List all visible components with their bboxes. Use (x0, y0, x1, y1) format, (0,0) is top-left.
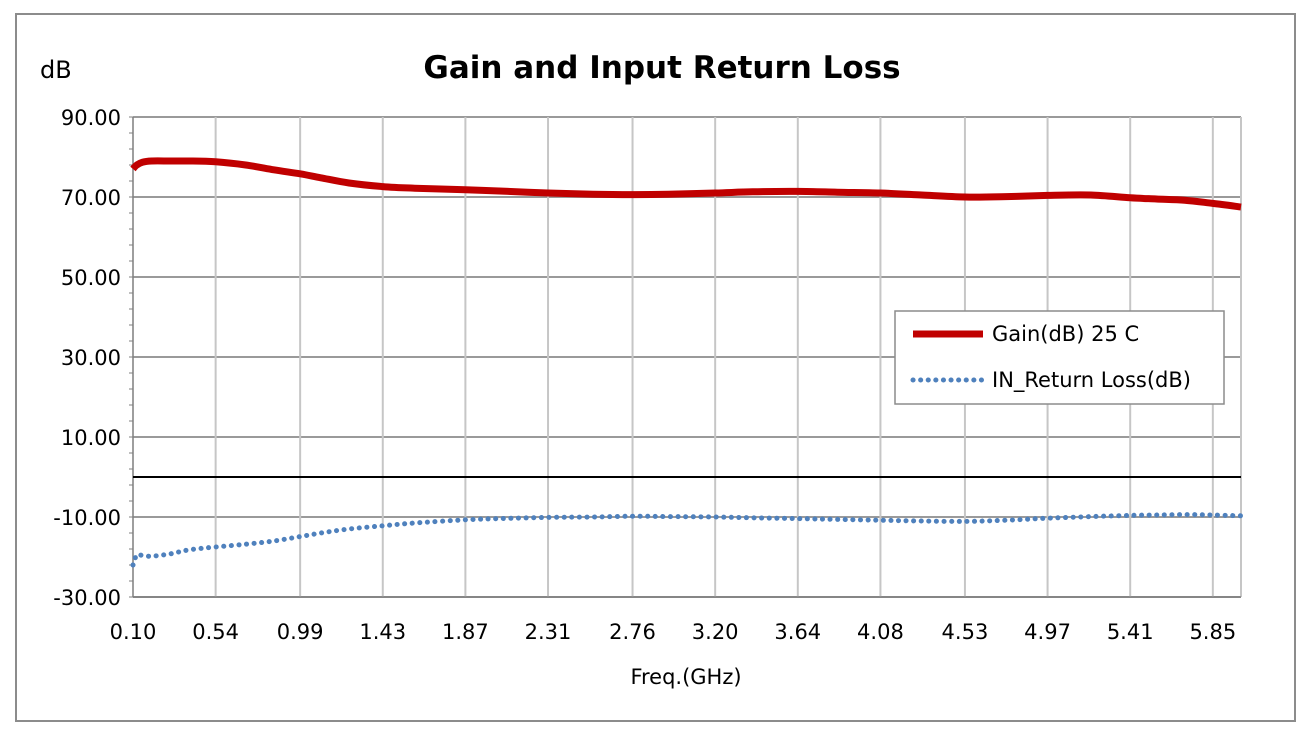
y-tick-label: 50.00 (61, 266, 121, 290)
x-tick-label: 2.76 (609, 620, 656, 644)
axes (129, 116, 1241, 598)
y-tick-label: -30.00 (53, 586, 121, 610)
x-tick-label: 0.99 (277, 620, 324, 644)
gain-series-line (130, 157, 1242, 211)
y-tick-labels: 90.00 70.00 50.00 30.00 10.00 -10.00 -30.00 (53, 106, 121, 610)
x-tick-label: 3.20 (692, 620, 739, 644)
x-tick-labels: 0.10 0.54 0.99 1.43 1.87 2.31 2.76 3.20 3.64 4.08… (110, 620, 1237, 644)
chart-title: Gain and Input Return Loss (423, 50, 900, 86)
y-tick-label: -10.00 (53, 506, 121, 530)
series-group (130, 157, 1244, 568)
x-tick-label: 5.41 (1107, 620, 1154, 644)
legend-box (894, 310, 1225, 405)
x-tick-label: 4.53 (942, 620, 989, 644)
x-tick-label: 1.87 (442, 620, 489, 644)
legend: Gain(dB) 25 C IN_Return Loss(dB) (894, 310, 1225, 405)
legend-label-return-loss: IN_Return Loss(dB) (992, 368, 1191, 393)
y-tick-label: 30.00 (61, 346, 121, 370)
y-tick-label: 90.00 (61, 106, 121, 130)
x-tick-label: 1.43 (359, 620, 406, 644)
x-tick-label: 3.64 (774, 620, 821, 644)
y-tick-label: 10.00 (61, 426, 121, 450)
x-tick-label: 2.31 (525, 620, 572, 644)
x-axis-label: Freq.(GHz) (630, 665, 741, 689)
x-tick-label: 5.85 (1189, 620, 1236, 644)
x-tick-label: 0.10 (110, 620, 157, 644)
y-tick-label: 70.00 (61, 186, 121, 210)
x-tick-label: 4.97 (1024, 620, 1071, 644)
x-tick-label: 0.54 (192, 620, 239, 644)
x-tick-label: 4.08 (857, 620, 904, 644)
return-loss-series-line (130, 512, 1244, 568)
y-axis-label: dB (40, 56, 72, 84)
legend-label-gain: Gain(dB) 25 C (992, 322, 1139, 346)
